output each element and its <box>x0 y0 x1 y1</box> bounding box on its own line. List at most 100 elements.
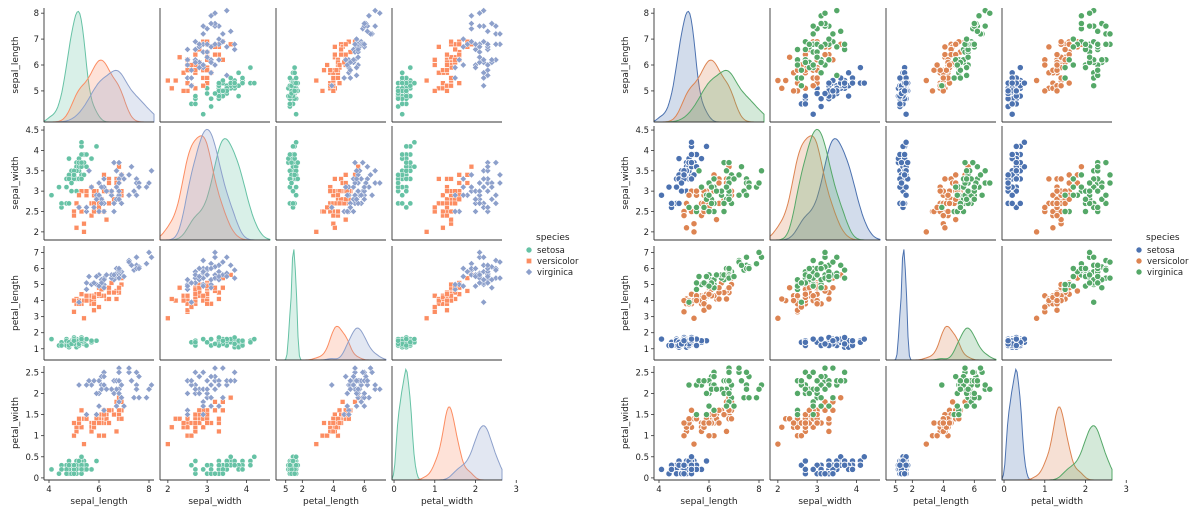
point-versicolor-43 <box>212 407 218 413</box>
point-setosa-45 <box>1012 341 1020 350</box>
y-tick-label: 0 <box>644 474 649 484</box>
point-versicolor-34 <box>448 216 454 223</box>
point-setosa-38 <box>896 74 904 82</box>
legend-label: virginica <box>1147 268 1183 278</box>
point-versicolor-20 <box>216 296 222 302</box>
point-versicolor-28 <box>169 85 175 91</box>
point-virginica-26 <box>793 389 802 398</box>
point-virginica-8 <box>742 253 751 261</box>
point-virginica-29 <box>203 389 211 397</box>
point-setosa-30 <box>665 183 673 191</box>
point-setosa-49 <box>291 172 298 178</box>
point-versicolor-42 <box>936 66 944 74</box>
point-virginica-31 <box>742 368 751 376</box>
point-versicolor-22 <box>464 288 471 294</box>
point-setosa-37 <box>407 82 414 89</box>
point-setosa-40 <box>399 151 406 158</box>
x-tick-label: 0 <box>1001 485 1006 495</box>
point-virginica-44 <box>199 402 207 410</box>
point-virginica-7 <box>110 208 118 215</box>
point-setosa-30 <box>56 470 62 477</box>
point-versicolor-45 <box>456 196 462 202</box>
point-virginica-38 <box>712 187 721 195</box>
point-virginica-37 <box>191 58 199 66</box>
point-setosa-39 <box>231 462 238 469</box>
point-virginica-2 <box>191 368 199 376</box>
facet-petal_width-vs-sepal_width: 2 3 4 5 sepal_width <box>159 364 288 507</box>
point-virginica-37 <box>191 385 199 393</box>
point-versicolor-4 <box>81 315 87 321</box>
point-setosa-43 <box>801 92 810 100</box>
point-setosa-41 <box>667 465 676 474</box>
x-tick-label: 4 <box>941 485 946 495</box>
point-versicolor-43 <box>456 180 462 186</box>
point-virginica-49 <box>725 389 733 398</box>
point-virginica-35 <box>463 40 471 48</box>
y-axis-label: petal_length <box>621 275 631 331</box>
point-virginica-37 <box>476 279 484 287</box>
point-virginica-0 <box>455 56 463 64</box>
x-tick-label: 4 <box>244 485 249 495</box>
x-axis-label: petal_width <box>421 497 473 507</box>
point-virginica-14 <box>752 260 761 268</box>
point-virginica-47 <box>737 377 746 385</box>
point-setosa-46 <box>216 462 222 469</box>
point-versicolor-12 <box>321 67 327 73</box>
facet-petal_length-vs-sepal_length: 1 2 3 4 5 6 7 petal_length <box>11 246 155 361</box>
point-setosa-47 <box>293 462 299 469</box>
legend-marker <box>1135 246 1143 254</box>
point-virginica-48 <box>840 40 849 48</box>
point-versicolor-42 <box>327 67 333 73</box>
point-virginica-38 <box>476 187 484 195</box>
point-virginica-30 <box>353 195 361 203</box>
point-virginica-35 <box>357 398 365 406</box>
point-setosa-27 <box>902 110 910 118</box>
x-axis-label: sepal_width <box>188 497 241 507</box>
point-versicolor-26 <box>173 77 179 84</box>
point-setosa-28 <box>88 337 95 344</box>
point-virginica-47 <box>227 27 235 35</box>
point-setosa-43 <box>1016 199 1024 208</box>
point-virginica-34 <box>692 279 701 287</box>
point-virginica-37 <box>346 385 354 393</box>
point-virginica-44 <box>1069 282 1077 290</box>
point-virginica-13 <box>83 285 90 293</box>
y-tick-label: 8 <box>34 9 39 19</box>
point-virginica-44 <box>809 61 817 69</box>
point-versicolor-7 <box>680 308 688 316</box>
point-virginica-32 <box>115 274 123 282</box>
point-virginica-25 <box>148 253 155 261</box>
legend-item-virginica: virginica <box>525 268 573 278</box>
point-setosa-24 <box>216 80 222 86</box>
point-setosa-43 <box>192 458 199 464</box>
point-virginica-26 <box>343 208 351 215</box>
point-virginica-14 <box>1077 12 1086 20</box>
point-versicolor-39 <box>692 296 701 305</box>
point-versicolor-4 <box>313 229 319 235</box>
point-virginica-44 <box>343 191 351 199</box>
point-virginica-40 <box>730 402 738 410</box>
point-versicolor-48 <box>1053 87 1061 95</box>
point-versicolor-10 <box>216 416 222 422</box>
point-setosa-49 <box>395 88 401 94</box>
point-virginica-38 <box>813 385 821 393</box>
point-versicolor-41 <box>829 284 837 292</box>
point-setosa-21 <box>220 77 226 84</box>
point-virginica-25 <box>757 167 766 175</box>
point-virginica-47 <box>128 163 135 171</box>
point-versicolor-47 <box>96 291 102 297</box>
point-virginica-42 <box>797 279 806 287</box>
point-virginica-23 <box>710 372 718 381</box>
point-virginica-39 <box>353 167 361 175</box>
point-virginica-41 <box>145 385 153 393</box>
point-setosa-49 <box>1004 87 1012 95</box>
point-virginica-26 <box>95 208 103 215</box>
point-virginica-42 <box>346 203 354 211</box>
point-virginica-47 <box>737 163 746 171</box>
point-versicolor-11 <box>78 291 85 297</box>
point-setosa-41 <box>667 199 676 208</box>
point-setosa-30 <box>56 184 62 190</box>
point-virginica-37 <box>346 58 354 66</box>
point-setosa-49 <box>900 87 909 95</box>
y-axis-label: petal_width <box>621 397 631 449</box>
